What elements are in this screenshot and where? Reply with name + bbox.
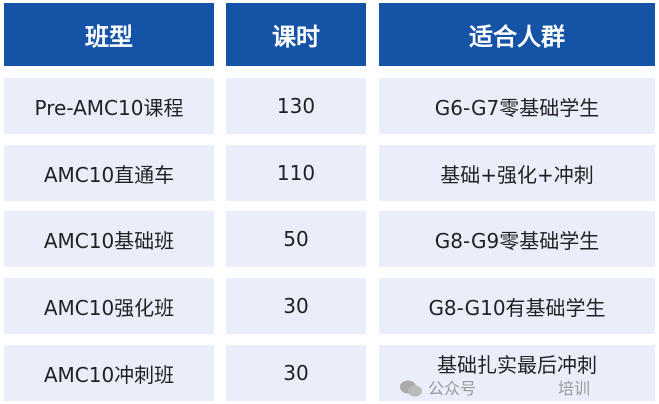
header-hours: 课时 [226,3,366,66]
cell-class-type: AMC10基础班 [4,211,214,267]
cell-class-type: AMC10冲刺班 [4,345,214,401]
cell-hours: 130 [226,78,366,134]
header-target-audience: 适合人群 [379,3,655,66]
cell-target-audience: G8-G10有基础学生 [379,278,655,334]
cell-hours: 110 [226,145,366,201]
cell-hours: 30 [226,345,366,401]
header-class-type: 班型 [4,3,214,66]
cell-target-audience: 基础+强化+冲刺 [379,145,655,201]
watermark-suffix: 培训 [558,379,591,398]
cell-target-audience: 基础扎实最后冲刺 [379,345,655,401]
cell-class-type: AMC10直通车 [4,145,214,201]
cell-class-type: Pre-AMC10课程 [4,78,214,134]
wechat-icon [400,380,422,397]
cell-target-audience: G6-G7零基础学生 [379,78,655,134]
cell-target-audience: G8-G9零基础学生 [379,211,655,267]
cell-class-type: AMC10强化班 [4,278,214,334]
cell-hours: 30 [226,278,366,334]
watermark-prefix: 公众号 [428,379,477,398]
watermark: 公众号 培训 [400,379,590,399]
cell-hours: 50 [226,211,366,267]
